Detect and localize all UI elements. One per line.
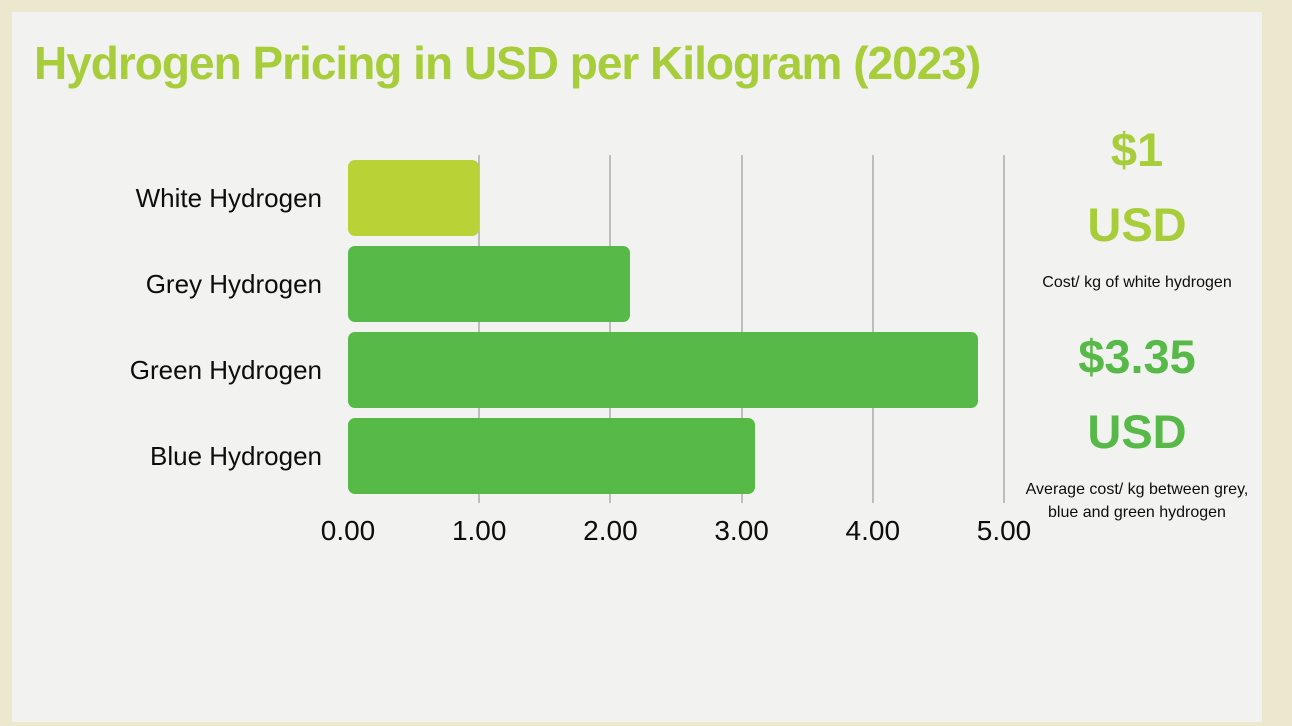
- category-label: Green Hydrogen: [129, 354, 322, 385]
- stats-column: $1 USD Cost/ kg of white hydrogen $3.35 USD A…: [1016, 112, 1258, 548]
- chart-rows: White Hydrogen Grey Hydrogen Green Hydroge…: [12, 155, 1022, 499]
- category-label: Grey Hydrogen: [145, 268, 322, 299]
- stat-block: $3.35 USD Average cost/ kg between grey, b…: [1016, 319, 1258, 524]
- bar-track: [348, 332, 1004, 409]
- bar-white-hydrogen: [348, 160, 480, 237]
- gridline: [871, 155, 874, 504]
- bar-chart: White Hydrogen Grey Hydrogen Green Hydroge…: [12, 155, 1032, 555]
- bar-green-hydrogen: [348, 332, 978, 409]
- stat-value: $1 USD: [1016, 112, 1258, 262]
- stat-value: $3.35 USD: [1016, 319, 1258, 469]
- bar-track: [348, 160, 1004, 237]
- bar-grey-hydrogen: [348, 246, 631, 323]
- x-tick-label: 1.00: [451, 515, 507, 547]
- bar-track: [348, 246, 1004, 323]
- category-label: Blue Hydrogen: [150, 440, 322, 471]
- gridline: [1003, 155, 1005, 504]
- stat-value-line: USD: [1087, 198, 1187, 252]
- bar-blue-hydrogen: [348, 418, 755, 495]
- category-label: White Hydrogen: [135, 182, 322, 213]
- chart-row: Grey Hydrogen: [12, 241, 1022, 327]
- gridline: [478, 155, 481, 504]
- chart-panel: Hydrogen Pricing in USD per Kilogram (20…: [12, 12, 1262, 722]
- chart-row: Blue Hydrogen: [12, 413, 1022, 499]
- stat-value-line: $1: [1110, 123, 1164, 176]
- gridline: [609, 155, 612, 504]
- stat-value-line: $3.35: [1078, 329, 1196, 383]
- stat-block: $1 USD Cost/ kg of white hydrogen: [1016, 112, 1258, 295]
- stat-value-line: USD: [1087, 404, 1187, 458]
- x-tick-label: 3.00: [714, 515, 769, 547]
- gridline: [740, 155, 743, 504]
- stat-caption: Cost/ kg of white hydrogen: [1042, 274, 1232, 292]
- x-tick-label: 2.00: [583, 515, 638, 547]
- chart-row: Green Hydrogen: [12, 327, 1022, 413]
- x-tick-label: 4.00: [845, 515, 901, 547]
- chart-row: White Hydrogen: [12, 155, 1022, 241]
- stat-caption: Average cost/ kg between grey, blue and …: [1025, 481, 1249, 521]
- chart-title: Hydrogen Pricing in USD per Kilogram (20…: [34, 37, 981, 89]
- bar-track: [348, 418, 1004, 495]
- x-axis: 0.00 1.00 2.00 3.00 4.00 5.00: [321, 507, 1032, 549]
- x-tick-label: 0.00: [320, 515, 376, 547]
- x-tick-label: 5.00: [976, 515, 1032, 547]
- gridlines: [348, 155, 1005, 504]
